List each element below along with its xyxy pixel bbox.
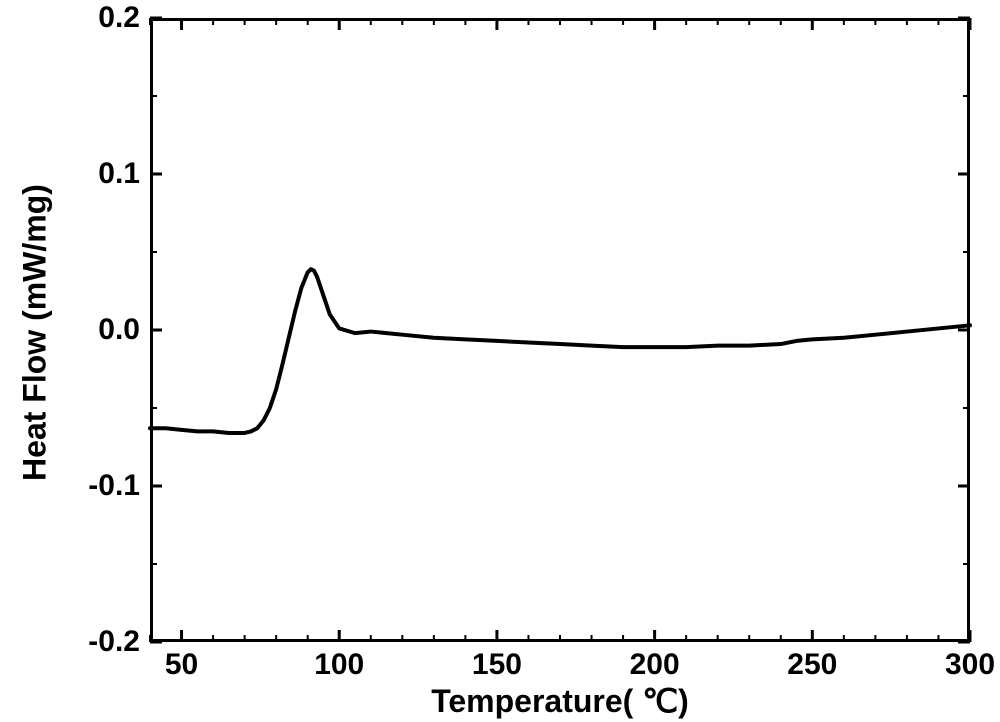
dsc-chart: Heat Flow (mW/mg) Temperature( ℃) 501001… [0, 0, 1000, 722]
chart-svg [0, 0, 1000, 722]
x-tick-label: 300 [930, 648, 1000, 682]
y-tick-label: -0.1 [60, 469, 140, 503]
x-tick-label: 100 [299, 648, 379, 682]
x-tick-label: 150 [457, 648, 537, 682]
x-tick-label: 200 [615, 648, 695, 682]
x-tick-label: 50 [142, 648, 222, 682]
y-tick-label: 0.2 [60, 1, 140, 35]
y-tick-label: 0.0 [60, 313, 140, 347]
x-tick-label: 250 [772, 648, 852, 682]
y-tick-label: 0.1 [60, 157, 140, 191]
y-tick-label: -0.2 [60, 625, 140, 659]
